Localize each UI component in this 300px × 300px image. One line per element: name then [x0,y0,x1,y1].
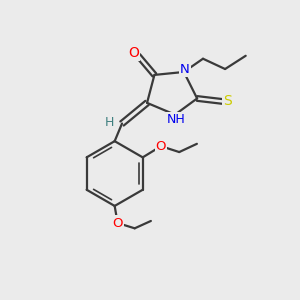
Text: O: O [112,217,123,230]
Text: NH: NH [167,112,186,126]
Text: O: O [156,140,166,153]
Text: N: N [180,63,190,76]
Text: S: S [223,94,232,108]
Text: H: H [105,116,114,128]
Text: O: O [128,46,139,60]
